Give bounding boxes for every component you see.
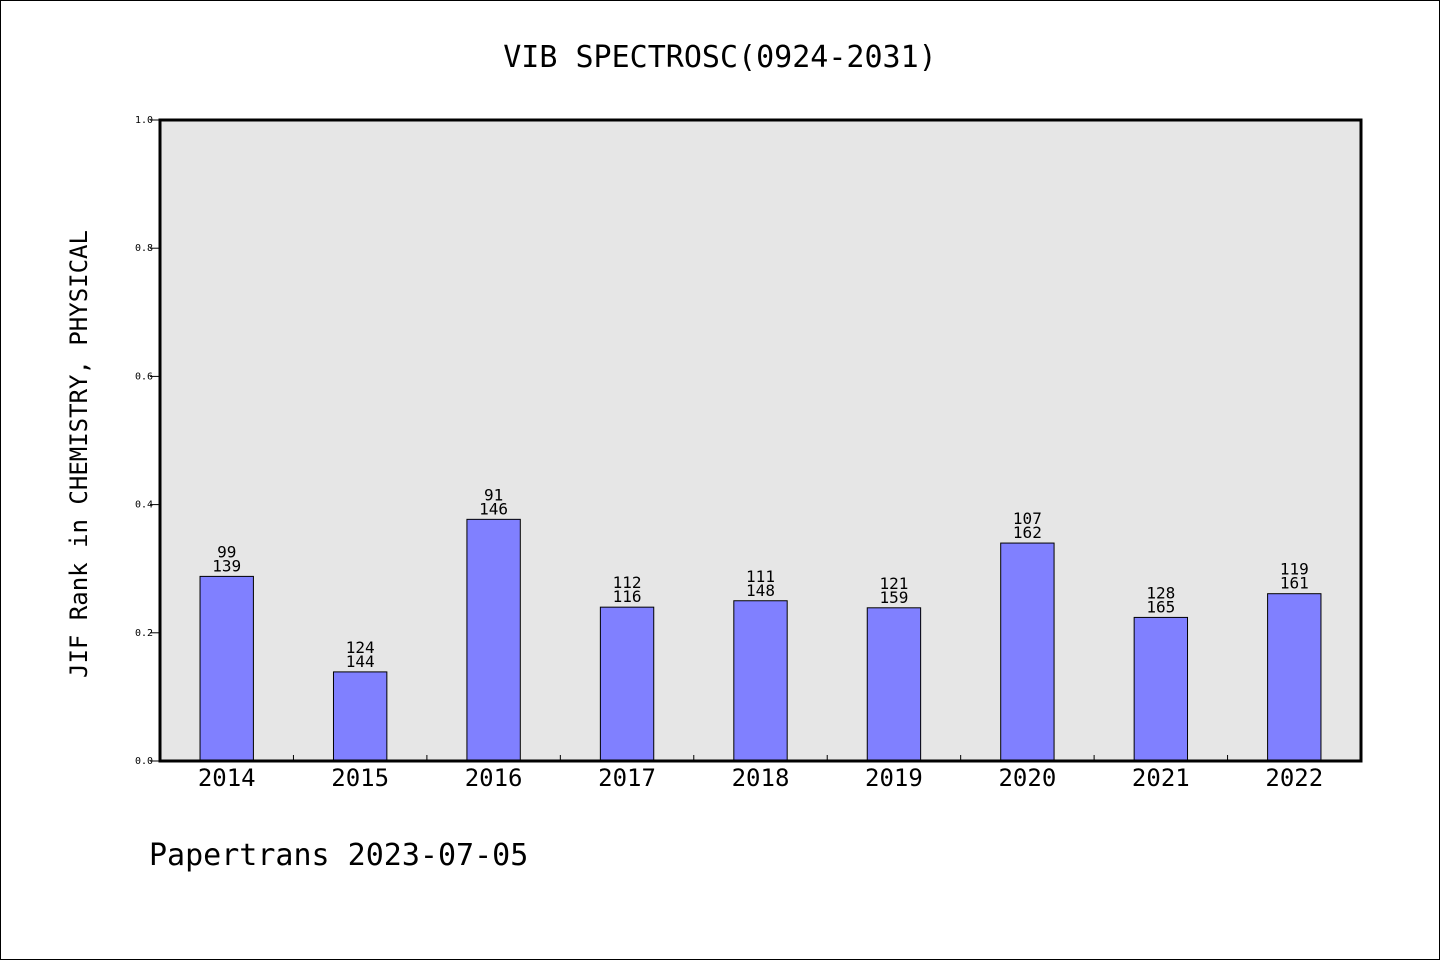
- plot-border: [158, 118, 1363, 763]
- x-tick-label: 2022: [1265, 764, 1323, 792]
- bar-rank-label: 111: [746, 567, 775, 586]
- y-tick-label: 0.0: [135, 756, 153, 767]
- bar-rank-label: 124: [346, 638, 375, 657]
- bars-layer: [199, 518, 1322, 762]
- bar-rank-label: 119: [1280, 560, 1309, 579]
- bar-total-label: 139: [212, 556, 241, 575]
- x-tick-label: 2015: [331, 764, 389, 792]
- chart-title: VIB SPECTROSC(0924-2031): [503, 40, 936, 75]
- bar-2020: [1000, 542, 1055, 762]
- bar-rank-label: 112: [613, 573, 642, 592]
- x-tick-label: 2016: [465, 764, 523, 792]
- bar-rank-label: 99: [217, 542, 236, 561]
- bar-total-label: 116: [613, 587, 642, 606]
- bar-total-label: 159: [879, 588, 908, 607]
- bar-rank-label: 107: [1013, 509, 1042, 528]
- y-tick-label: 0.8: [135, 243, 153, 254]
- bar-total-label: 162: [1013, 523, 1042, 542]
- x-tick-label: 2014: [198, 764, 256, 792]
- bar-2018: [733, 600, 788, 762]
- bar-2015: [332, 671, 388, 762]
- y-tick-label: 0.4: [135, 500, 153, 511]
- y-tick-label: 1.0: [135, 115, 153, 126]
- y-tick-label: 0.2: [135, 628, 153, 639]
- x-tick-label: 2018: [732, 764, 790, 792]
- y-axis-label: JIF Rank in CHEMISTRY, PHYSICAL: [65, 230, 93, 678]
- bar-rank-label: 91: [484, 485, 503, 504]
- bar-2021: [1133, 616, 1189, 762]
- bar-total-label: 144: [346, 652, 375, 671]
- x-axis: 2014 2015 2016 2017 2018 2019 2020 2021 2022: [198, 755, 1323, 792]
- footer-text: Papertrans 2023-07-05: [149, 838, 528, 873]
- y-tick-label: 0.6: [135, 371, 153, 382]
- bar-2016: [466, 518, 521, 762]
- bar-2022: [1267, 593, 1322, 762]
- x-tick-label: 2021: [1132, 764, 1190, 792]
- bar-total-label: 165: [1146, 597, 1175, 616]
- bar-rank-label: 121: [879, 574, 908, 593]
- y-axis: 0.0 0.2 0.4 0.6 0.8 1.0: [135, 115, 160, 767]
- x-tick-label: 2017: [598, 764, 656, 792]
- bar-rank-label: 128: [1146, 583, 1175, 602]
- bar-2017: [599, 606, 655, 762]
- bar-2014: [199, 575, 254, 762]
- x-tick-label: 2020: [998, 764, 1056, 792]
- bar-total-label: 148: [746, 581, 775, 600]
- bar-2019: [866, 607, 922, 762]
- bar-total-label: 146: [479, 499, 508, 518]
- bar-total-label: 161: [1280, 574, 1309, 593]
- x-tick-label: 2019: [865, 764, 923, 792]
